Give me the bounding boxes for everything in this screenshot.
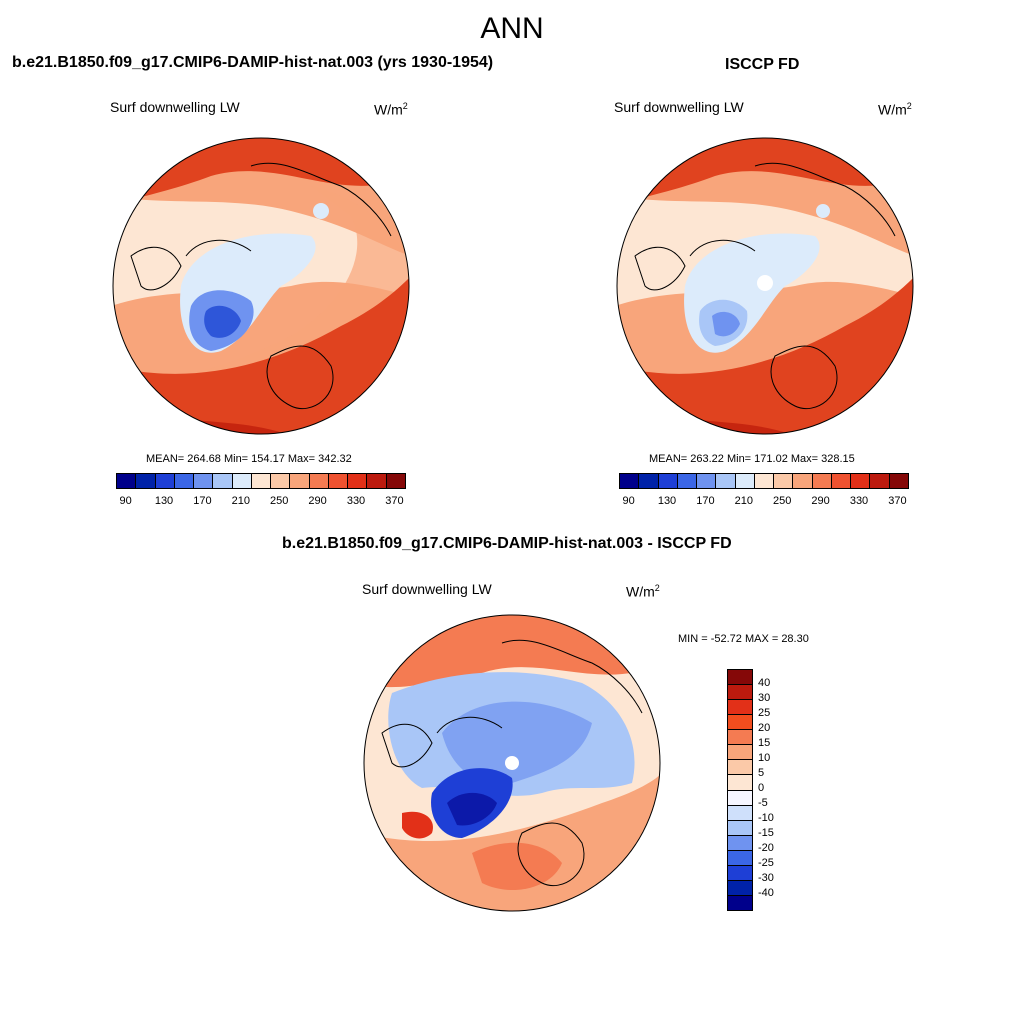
colorbar-swatch — [728, 835, 752, 851]
colorbar-tick-label: 25 — [758, 707, 771, 719]
panel1-variable: Surf downwelling LW — [110, 99, 240, 115]
panel2-variable: Surf downwelling LW — [614, 99, 744, 115]
colorbar-tick-label: 130 — [154, 495, 174, 507]
panel3-stats: MIN = -52.72 MAX = 28.30 — [678, 633, 809, 645]
colorbar-tick-label: -5 — [758, 797, 768, 809]
colorbar-tick-label: -20 — [758, 842, 774, 854]
colorbar-swatch — [117, 474, 137, 488]
colorbar-tick-label: 250 — [270, 495, 289, 507]
colorbar-swatch — [851, 474, 871, 488]
colorbar-tick-label: 5 — [758, 767, 765, 779]
colorbar-tick-label: 10 — [758, 752, 771, 764]
colorbar-swatch — [677, 474, 698, 488]
colorbar-tick-label: 290 — [811, 495, 830, 507]
panel1-colorbar — [116, 473, 406, 489]
panel1-title: b.e21.B1850.f09_g17.CMIP6-DAMIP-hist-nat… — [12, 54, 494, 71]
colorbar-tick-label: 90 — [119, 495, 132, 507]
colorbar-swatch — [735, 474, 755, 488]
colorbar-tick-label: 130 — [657, 495, 677, 507]
colorbar-swatch — [728, 790, 752, 806]
colorbar-swatch — [831, 474, 852, 488]
colorbar-swatch — [155, 474, 175, 488]
colorbar-swatch — [213, 474, 233, 488]
panel1-units: W/m2 — [374, 101, 408, 118]
colorbar-swatch — [386, 474, 405, 488]
colorbar-swatch — [174, 474, 195, 488]
colorbar-swatch — [728, 805, 752, 821]
colorbar-swatch — [639, 474, 659, 488]
colorbar-swatch — [728, 865, 752, 881]
colorbar-swatch — [728, 775, 752, 791]
colorbar-swatch — [309, 474, 329, 488]
panel2-colorbar — [619, 473, 909, 489]
colorbar-tick-label: -25 — [758, 857, 774, 869]
colorbar-swatch — [728, 670, 752, 686]
colorbar-tick-label: -15 — [758, 827, 774, 839]
panel3-units: W/m2 — [626, 583, 660, 600]
colorbar-tick-label: 170 — [696, 495, 715, 507]
colorbar-swatch — [348, 474, 368, 488]
colorbar-swatch — [271, 474, 291, 488]
colorbar-swatch — [728, 685, 752, 701]
colorbar-swatch — [728, 745, 752, 761]
colorbar-swatch — [136, 474, 156, 488]
colorbar-swatch — [194, 474, 214, 488]
panel3-colorbar-ticks: 40 30 25 20 15 10 5 0 -5 -10 -15 -20 -25 -30 -40 — [758, 669, 798, 909]
colorbar-tick-label: 330 — [849, 495, 869, 507]
panel1-map — [112, 137, 410, 435]
colorbar-swatch — [728, 760, 752, 776]
colorbar-swatch — [870, 474, 890, 488]
colorbar-swatch — [728, 850, 752, 866]
colorbar-swatch — [728, 880, 752, 896]
colorbar-swatch — [728, 820, 752, 836]
colorbar-swatch — [232, 474, 252, 488]
colorbar-tick-label: 170 — [193, 495, 212, 507]
colorbar-swatch — [697, 474, 717, 488]
colorbar-swatch — [793, 474, 813, 488]
panel2-map — [616, 137, 914, 435]
colorbar-swatch — [728, 700, 752, 716]
colorbar-swatch — [251, 474, 272, 488]
colorbar-swatch — [754, 474, 775, 488]
colorbar-swatch — [658, 474, 678, 488]
colorbar-swatch — [367, 474, 387, 488]
colorbar-tick-label: 330 — [346, 495, 366, 507]
colorbar-tick-label: 90 — [622, 495, 635, 507]
colorbar-tick-label: 370 — [888, 495, 907, 507]
main-title: ANN — [480, 12, 544, 45]
colorbar-tick-label: 210 — [231, 495, 250, 507]
colorbar-tick-label: -10 — [758, 812, 774, 824]
colorbar-tick-label: 290 — [308, 495, 327, 507]
colorbar-swatch — [728, 715, 752, 731]
colorbar-tick-label: 250 — [773, 495, 792, 507]
colorbar-swatch — [728, 730, 752, 746]
colorbar-tick-label: -40 — [758, 887, 774, 899]
panel2-units: W/m2 — [878, 101, 912, 118]
colorbar-swatch — [728, 895, 752, 910]
colorbar-tick-label: 20 — [758, 722, 771, 734]
panel2-title: ISCCP FD — [725, 56, 800, 73]
colorbar-swatch — [328, 474, 349, 488]
colorbar-tick-label: 210 — [734, 495, 753, 507]
colorbar-tick-label: 30 — [758, 692, 771, 704]
colorbar-swatch — [812, 474, 832, 488]
colorbar-tick-label: 370 — [385, 495, 404, 507]
panel2-stats: MEAN= 263.22 Min= 171.02 Max= 328.15 — [649, 453, 855, 465]
panel1-colorbar-ticks: 90 130 170 210 250 290 330 370 — [116, 495, 404, 509]
colorbar-tick-label: 0 — [758, 782, 765, 794]
colorbar-tick-label: 40 — [758, 677, 771, 689]
panel3-map — [363, 614, 661, 912]
panel2-colorbar-ticks: 90 130 170 210 250 290 330 370 — [619, 495, 907, 509]
colorbar-swatch — [774, 474, 794, 488]
colorbar-tick-label: 15 — [758, 737, 771, 749]
panel3-title: b.e21.B1850.f09_g17.CMIP6-DAMIP-hist-nat… — [282, 535, 732, 552]
panel3-variable: Surf downwelling LW — [362, 581, 492, 597]
colorbar-swatch — [716, 474, 736, 488]
colorbar-swatch — [290, 474, 310, 488]
colorbar-swatch — [620, 474, 640, 488]
colorbar-swatch — [889, 474, 908, 488]
colorbar-tick-label: -30 — [758, 872, 774, 884]
panel3-colorbar — [727, 669, 753, 911]
panel1-stats: MEAN= 264.68 Min= 154.17 Max= 342.32 — [146, 453, 352, 465]
